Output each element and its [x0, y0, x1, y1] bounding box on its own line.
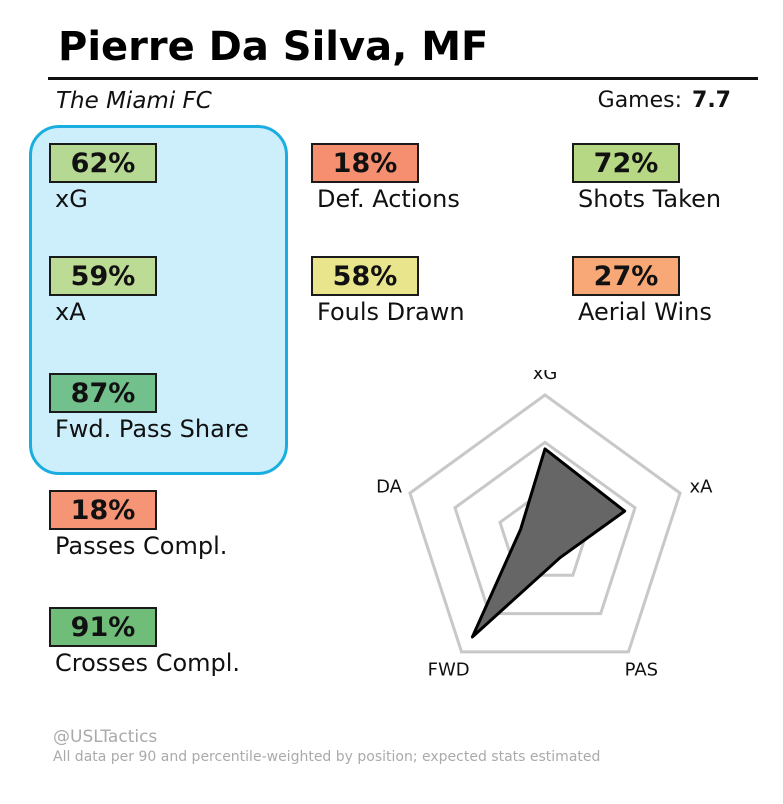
stat-def-actions-label: Def. Actions — [317, 185, 460, 213]
games-value: 7.7 — [692, 88, 731, 113]
stat-def-actions: 18% Def. Actions — [311, 143, 460, 213]
stat-xa: 59% xA — [49, 256, 157, 326]
games-count: Games: 7.7 — [598, 88, 731, 113]
player-title: Pierre Da Silva, MF — [58, 24, 489, 70]
radar-chart: xG xA PAS FWD DA — [376, 370, 713, 681]
stat-fouls-drawn-value: 58% — [311, 256, 419, 296]
stat-shots-taken-value: 72% — [572, 143, 680, 183]
stat-crosses-compl: 91% Crosses Compl. — [49, 607, 240, 677]
radar-axis-label-fwd: FWD — [428, 660, 470, 681]
radar-series — [470, 447, 627, 639]
footnote: All data per 90 and percentile-weighted … — [53, 749, 601, 765]
radar-axis-label-xa: xA — [689, 476, 713, 497]
stat-aerial-wins: 27% Aerial Wins — [572, 256, 712, 326]
attacking-stats-highlight — [29, 125, 288, 475]
radar-ring-2 — [453, 440, 637, 616]
stat-crosses-compl-value: 91% — [49, 607, 157, 647]
stat-xa-value: 59% — [49, 256, 157, 296]
radar-axis-label-xg: xG — [533, 370, 558, 384]
stat-fwd-pass-share-label: Fwd. Pass Share — [55, 415, 249, 443]
credit: @USLTactics — [53, 727, 158, 747]
radar-axis-label-pas: PAS — [625, 660, 658, 681]
stat-crosses-compl-label: Crosses Compl. — [55, 649, 241, 677]
team-name: The Miami FC — [56, 88, 212, 114]
stat-shots-taken-label: Shots Taken — [578, 185, 722, 213]
radar-data — [470, 447, 627, 639]
stat-def-actions-value: 18% — [311, 143, 419, 183]
stat-shots-taken: 72% Shots Taken — [572, 143, 721, 213]
stat-passes-compl: 18% Passes Compl. — [49, 490, 227, 560]
title-divider — [48, 77, 758, 80]
stat-aerial-wins-value: 27% — [572, 256, 680, 296]
stat-fouls-drawn-label: Fouls Drawn — [317, 298, 465, 326]
stat-passes-compl-label: Passes Compl. — [55, 532, 228, 560]
radar-axis-label-da: DA — [376, 476, 403, 497]
stat-xg: 62% xG — [49, 143, 157, 213]
radar-labels: xG xA PAS FWD DA — [376, 370, 713, 681]
stat-fwd-pass-share: 87% Fwd. Pass Share — [49, 373, 249, 443]
stat-xa-label: xA — [55, 298, 86, 326]
radar-ring-3 — [408, 393, 682, 654]
stat-fwd-pass-share-value: 87% — [49, 373, 157, 413]
stat-xg-label: xG — [55, 185, 88, 213]
stat-xg-value: 62% — [49, 143, 157, 183]
games-label: Games: — [597, 88, 683, 113]
stat-aerial-wins-label: Aerial Wins — [578, 298, 712, 326]
stat-fouls-drawn: 58% Fouls Drawn — [311, 256, 465, 326]
stat-passes-compl-value: 18% — [49, 490, 157, 530]
